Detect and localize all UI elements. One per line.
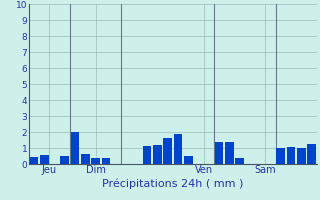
Bar bbox=[29, 157, 38, 164]
Bar bbox=[297, 148, 306, 164]
Bar bbox=[71, 132, 79, 164]
Bar bbox=[307, 144, 316, 164]
Bar bbox=[143, 146, 151, 164]
Bar bbox=[287, 147, 295, 164]
Bar bbox=[276, 148, 285, 164]
Bar bbox=[101, 158, 110, 164]
Bar bbox=[60, 156, 69, 164]
Bar bbox=[163, 138, 172, 164]
X-axis label: Précipitations 24h ( mm ): Précipitations 24h ( mm ) bbox=[102, 178, 244, 189]
Bar bbox=[173, 134, 182, 164]
Bar bbox=[235, 158, 244, 164]
Bar bbox=[184, 156, 193, 164]
Bar bbox=[153, 145, 162, 164]
Bar bbox=[215, 142, 223, 164]
Bar bbox=[91, 158, 100, 164]
Bar bbox=[225, 142, 234, 164]
Bar bbox=[81, 154, 90, 164]
Bar bbox=[40, 155, 49, 164]
